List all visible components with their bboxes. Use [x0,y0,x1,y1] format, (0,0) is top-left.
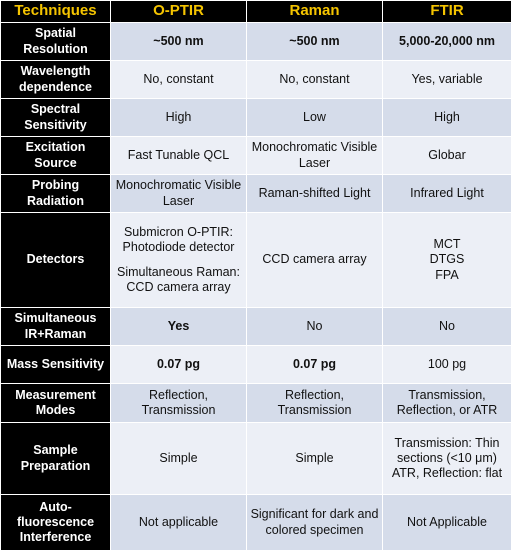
cell-raman-excitation-source: Monochromatic Visible Laser [247,137,383,175]
detector-ftir-mct: MCT [385,237,509,252]
cell-raman-simultaneous: No [247,308,383,346]
header-optir: O-PTIR [111,1,247,23]
row-label-excitation-source: Excitation Source [1,137,111,175]
detector-gap [113,255,244,265]
cell-ftir-spectral-sensitivity: High [383,99,511,137]
cell-raman-autofluorescence: Significant for dark and colored specime… [247,495,383,551]
table-row: Probing Radiation Monochromatic Visible … [1,175,511,213]
cell-optir-mass-sensitivity: 0.07 pg [111,346,247,384]
cell-raman-measurement-modes: Reflection, Transmission [247,384,383,423]
table-row: Spectral Sensitivity High Low High [1,99,511,137]
row-label-spatial-resolution: Spatial Resolution [1,23,111,61]
cell-raman-mass-sensitivity: 0.07 pg [247,346,383,384]
row-label-detectors: Detectors [1,213,111,308]
table-row: Sample Preparation Simple Simple Transmi… [1,423,511,495]
row-label-sample-preparation: Sample Preparation [1,423,111,495]
header-row: Techniques O-PTIR Raman FTIR [1,1,511,23]
table-row: Spatial Resolution ~500 nm ~500 nm 5,000… [1,23,511,61]
cell-optir-measurement-modes: Reflection, Transmission [111,384,247,423]
cell-optir-spectral-sensitivity: High [111,99,247,137]
row-label-simultaneous-ir-raman: Simultaneous IR+Raman [1,308,111,346]
row-label-measurement-modes: Measurement Modes [1,384,111,423]
row-label-probing-radiation: Probing Radiation [1,175,111,213]
cell-optir-probing-radiation: Monochromatic Visible Laser [111,175,247,213]
table-row: Simultaneous IR+Raman Yes No No [1,308,511,346]
cell-ftir-mass-sensitivity: 100 pg [383,346,511,384]
table-row: Auto-fluorescence Interference Not appli… [1,495,511,551]
cell-raman-detectors: CCD camera array [247,213,383,308]
table-row: Measurement Modes Reflection, Transmissi… [1,384,511,423]
cell-optir-sample-preparation: Simple [111,423,247,495]
row-label-autofluorescence: Auto-fluorescence Interference [1,495,111,551]
table-row: Detectors Submicron O-PTIR: Photodiode d… [1,213,511,308]
cell-raman-wavelength-dependence: No, constant [247,61,383,99]
detector-optir-photodiode: Submicron O-PTIR: Photodiode detector [113,225,244,256]
cell-ftir-wavelength-dependence: Yes, variable [383,61,511,99]
cell-optir-excitation-source: Fast Tunable QCL [111,137,247,175]
cell-raman-spectral-sensitivity: Low [247,99,383,137]
cell-ftir-sample-preparation: Transmission: Thin sections (<10 μm) ATR… [383,423,511,495]
cell-ftir-measurement-modes: Transmission, Reflection, or ATR [383,384,511,423]
detector-ftir-fpa: FPA [385,268,509,283]
row-label-mass-sensitivity: Mass Sensitivity [1,346,111,384]
table-row: Excitation Source Fast Tunable QCL Monoc… [1,137,511,175]
cell-optir-spatial-resolution: ~500 nm [111,23,247,61]
cell-optir-detectors: Submicron O-PTIR: Photodiode detector Si… [111,213,247,308]
cell-optir-wavelength-dependence: No, constant [111,61,247,99]
cell-optir-autofluorescence: Not applicable [111,495,247,551]
row-label-wavelength-dependence: Wavelength dependence [1,61,111,99]
header-ftir: FTIR [383,1,511,23]
cell-raman-sample-preparation: Simple [247,423,383,495]
cell-ftir-autofluorescence: Not Applicable [383,495,511,551]
header-raman: Raman [247,1,383,23]
detector-optir-raman-ccd: Simultaneous Raman: CCD camera array [113,265,244,296]
cell-ftir-excitation-source: Globar [383,137,511,175]
cell-raman-spatial-resolution: ~500 nm [247,23,383,61]
row-label-spectral-sensitivity: Spectral Sensitivity [1,99,111,137]
table-row: Mass Sensitivity 0.07 pg 0.07 pg 100 pg [1,346,511,384]
cell-ftir-spatial-resolution: 5,000-20,000 nm [383,23,511,61]
table-row: Wavelength dependence No, constant No, c… [1,61,511,99]
cell-ftir-detectors: MCT DTGS FPA [383,213,511,308]
cell-raman-probing-radiation: Raman-shifted Light [247,175,383,213]
detector-ftir-dtgs: DTGS [385,252,509,267]
cell-ftir-simultaneous: No [383,308,511,346]
cell-ftir-probing-radiation: Infrared Light [383,175,511,213]
cell-optir-simultaneous: Yes [111,308,247,346]
header-techniques: Techniques [1,1,111,23]
